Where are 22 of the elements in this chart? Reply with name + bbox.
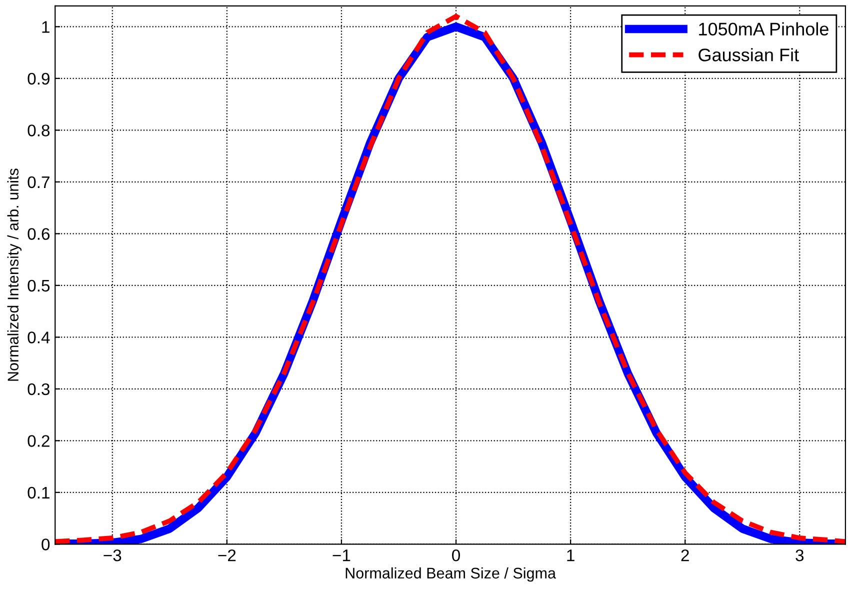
y-tick-label: 0.7 bbox=[28, 176, 50, 188]
x-tick-label: 3 bbox=[796, 549, 804, 562]
y-tick-label: 0.6 bbox=[28, 228, 50, 240]
legend-label: Gaussian Fit bbox=[698, 48, 799, 62]
legend-label: 1050mA Pinhole bbox=[699, 22, 828, 36]
x-tick-label: 2 bbox=[681, 549, 689, 562]
y-axis-title: Normalized Intensity / arb. units bbox=[7, 168, 22, 381]
x-tick-label: 1 bbox=[567, 550, 574, 562]
y-tick-label: 0.5 bbox=[28, 280, 50, 292]
x-tick-label: −2 bbox=[218, 549, 236, 562]
x-tick-label: 0 bbox=[452, 549, 460, 562]
x-tick-label: −3 bbox=[104, 549, 122, 562]
y-tick-label: 0.4 bbox=[28, 332, 50, 344]
y-tick-label: 1 bbox=[42, 21, 50, 33]
y-tick-label: 0 bbox=[42, 538, 50, 550]
y-tick-label: 0.2 bbox=[28, 435, 50, 447]
y-tick-label: 0.9 bbox=[28, 72, 50, 85]
x-tick-label: −1 bbox=[332, 550, 350, 562]
y-tick-label: 0.3 bbox=[28, 383, 50, 396]
y-tick-label: 0.8 bbox=[28, 124, 50, 136]
y-tick-label: 0.1 bbox=[28, 486, 50, 499]
x-axis-title: Normalized Beam Size / Sigma bbox=[346, 567, 556, 582]
